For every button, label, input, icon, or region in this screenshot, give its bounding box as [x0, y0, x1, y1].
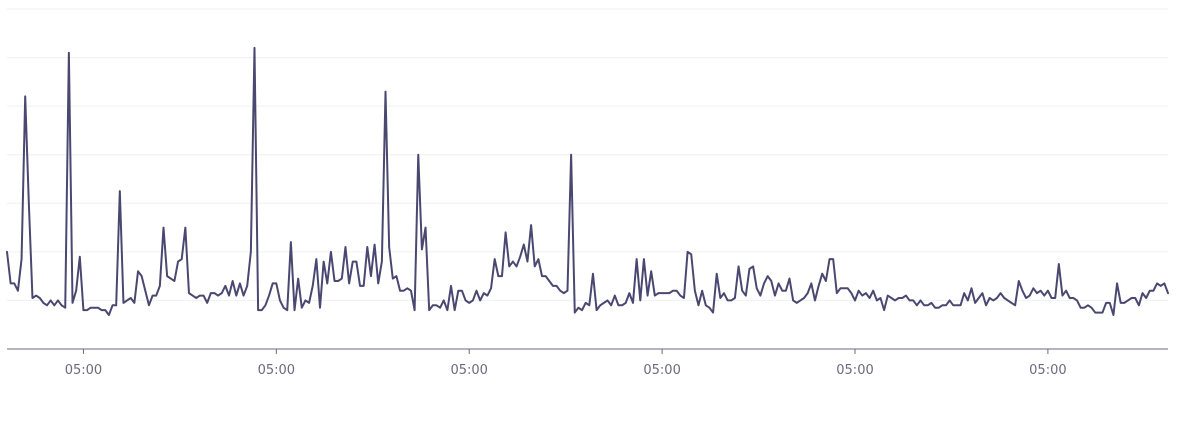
- x-tick-label: 05:00: [258, 363, 295, 378]
- series-line: [6, 46, 1169, 316]
- x-tick-label: 05:00: [643, 363, 680, 378]
- x-tick-label: 05:00: [836, 363, 873, 378]
- x-tick-label: 05:00: [1029, 363, 1066, 378]
- grid-lines: [7, 8, 1168, 301]
- x-tick-label: 05:00: [65, 363, 102, 378]
- x-tick-label: 05:00: [450, 363, 487, 378]
